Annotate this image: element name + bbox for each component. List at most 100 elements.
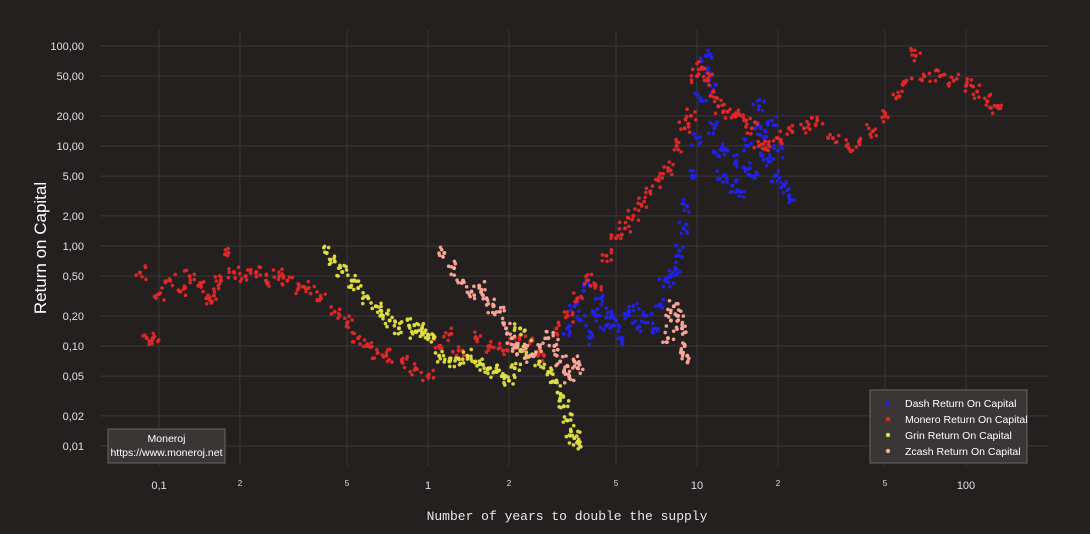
data-point-scatter xyxy=(212,289,217,294)
data-point-scatter xyxy=(869,135,874,139)
data-point-scatter xyxy=(497,341,502,346)
data-point-scatter xyxy=(453,359,457,363)
data-point-scatter xyxy=(689,74,694,78)
data-point xyxy=(332,309,337,314)
data-point-scatter xyxy=(715,120,719,124)
data-point-scatter xyxy=(280,267,284,271)
legend: Dash Return On Capital Monero Return On … xyxy=(869,389,1028,464)
data-point-scatter xyxy=(671,281,676,285)
data-point xyxy=(528,353,533,358)
data-point-scatter xyxy=(486,310,490,315)
data-point-scatter xyxy=(609,236,613,241)
data-point-scatter xyxy=(217,281,222,286)
data-point-scatter xyxy=(704,98,708,103)
data-point-scatter xyxy=(644,190,648,195)
data-point xyxy=(537,359,542,364)
data-point-scatter xyxy=(441,254,445,259)
data-point-scatter xyxy=(946,82,951,86)
data-point-scatter xyxy=(213,275,218,279)
data-point-scatter xyxy=(379,304,383,309)
x-tick-label: 5 xyxy=(883,479,888,488)
data-point-scatter xyxy=(517,337,522,342)
data-point-scatter xyxy=(725,176,729,181)
data-point-scatter xyxy=(346,320,350,324)
data-point-scatter xyxy=(736,108,741,113)
data-point-scatter xyxy=(385,324,389,329)
data-point-scatter xyxy=(992,103,997,108)
data-point-scatter xyxy=(552,380,557,385)
data-point-scatter xyxy=(226,246,230,251)
data-point-scatter xyxy=(425,374,430,378)
data-point-scatter xyxy=(346,325,350,330)
data-point-scatter xyxy=(642,199,646,204)
data-point-scatter xyxy=(660,306,665,310)
data-point-scatter xyxy=(910,53,914,57)
data-point xyxy=(497,309,502,314)
data-point-scatter xyxy=(609,258,613,262)
data-point-scatter xyxy=(421,378,425,383)
data-point-scatter xyxy=(676,308,681,312)
data-point-scatter xyxy=(657,277,662,282)
data-point-scatter xyxy=(587,329,591,334)
data-point-scatter xyxy=(383,321,388,326)
data-point xyxy=(356,286,361,291)
data-point-scatter xyxy=(534,350,538,354)
data-point-scatter xyxy=(881,119,886,124)
data-point xyxy=(775,148,780,153)
data-point-scatter xyxy=(516,341,520,346)
data-point xyxy=(712,126,717,131)
data-point-scatter xyxy=(374,347,379,352)
data-point-scatter xyxy=(635,301,639,306)
data-point-scatter xyxy=(529,338,533,343)
data-point-scatter xyxy=(623,220,628,225)
data-point-scatter xyxy=(728,190,733,195)
data-point-scatter xyxy=(266,281,270,285)
data-point-scatter xyxy=(571,423,576,428)
data-point-scatter xyxy=(447,364,452,369)
data-point-scatter xyxy=(140,274,144,279)
data-point-scatter xyxy=(557,399,562,403)
data-point xyxy=(677,248,682,253)
data-point-scatter xyxy=(674,260,678,265)
data-point-scatter xyxy=(689,80,694,85)
data-point-scatter xyxy=(672,273,677,278)
data-point-scatter xyxy=(176,288,181,293)
data-point-scatter xyxy=(158,291,163,295)
data-point-scatter xyxy=(990,111,995,115)
data-point-scatter xyxy=(329,305,333,309)
legend-label-zcash: Zcash Return On Capital xyxy=(905,446,1021,458)
data-point xyxy=(561,404,566,409)
data-point xyxy=(756,104,761,109)
data-point-scatter xyxy=(239,276,244,281)
data-point-scatter xyxy=(996,103,1001,108)
data-point-scatter xyxy=(456,280,460,285)
data-point-scatter xyxy=(571,443,576,447)
data-point-scatter xyxy=(627,313,632,317)
data-point-scatter xyxy=(461,353,466,358)
data-point-scatter xyxy=(684,222,689,227)
data-point-scatter xyxy=(223,252,228,257)
data-point-scatter xyxy=(562,310,567,314)
data-point-scatter xyxy=(548,380,553,385)
data-point-scatter xyxy=(644,186,649,191)
data-point-scatter xyxy=(651,331,655,335)
data-point-scatter xyxy=(728,107,732,112)
data-point-scatter xyxy=(407,326,412,330)
data-point-scatter xyxy=(598,296,603,301)
data-point-scatter xyxy=(909,76,914,81)
data-point-scatter xyxy=(711,131,716,136)
data-point-scatter xyxy=(533,363,537,368)
data-point-scatter xyxy=(996,106,1001,111)
data-point-scatter xyxy=(566,372,571,377)
data-point-scatter xyxy=(613,317,617,322)
data-point-scatter xyxy=(748,161,752,165)
data-point xyxy=(716,104,721,109)
data-point-scatter xyxy=(586,278,591,282)
data-point-scatter xyxy=(272,275,277,279)
data-point xyxy=(504,326,509,331)
data-point-scatter xyxy=(552,348,556,353)
data-point-scatter xyxy=(663,330,668,335)
data-point-scatter xyxy=(921,72,926,77)
data-point-scatter xyxy=(723,173,728,177)
data-point-scatter xyxy=(744,125,748,129)
